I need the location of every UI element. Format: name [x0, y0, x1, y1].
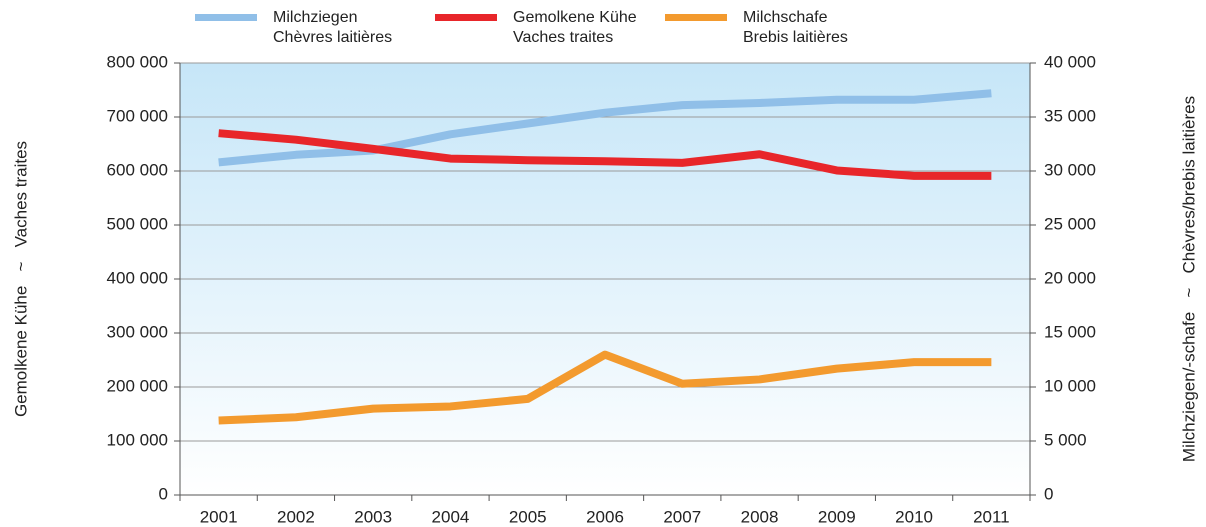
- y-axis-title: Gemolkene Kühe ~ Vaches traites: [11, 141, 30, 417]
- series-line: [218, 89, 992, 167]
- legend-label: Gemolkene Kühe Vaches traites: [513, 9, 637, 46]
- x-tick-label: 2008: [741, 507, 779, 526]
- x-tick-label: 2011: [973, 507, 1010, 526]
- y2-tick-label: 30 000: [1044, 160, 1096, 179]
- x-tick-label: 2004: [432, 507, 470, 526]
- x-tick-label: 2003: [354, 507, 392, 526]
- legend-item: Gemolkene Kühe Vaches traites: [435, 8, 637, 48]
- y-tick-label: 400 000: [107, 268, 168, 287]
- y-tick-label: 0: [159, 484, 168, 503]
- x-tick-label: 2009: [818, 507, 856, 526]
- legend-swatch: [435, 14, 497, 21]
- x-tick-label: 2001: [200, 507, 238, 526]
- x-tick-label: 2010: [895, 507, 933, 526]
- y2-tick-label: 5 000: [1044, 430, 1087, 449]
- y2-axis-title: Milchziegen/-schafe ~ Chèvres/brebis lai…: [1179, 96, 1198, 462]
- legend-label: Milchziegen Chèvres laitières: [273, 9, 393, 46]
- y-tick-label: 700 000: [107, 106, 168, 125]
- x-tick-label: 2006: [586, 507, 624, 526]
- x-tick-label: 2007: [663, 507, 701, 526]
- y2-tick-label: 10 000: [1044, 376, 1096, 395]
- y2-tick-label: 0: [1044, 484, 1053, 503]
- legend-swatch: [195, 14, 257, 21]
- legend-swatch: [665, 14, 727, 21]
- x-tick-label: 2005: [509, 507, 547, 526]
- y-tick-label: 300 000: [107, 322, 168, 341]
- y-tick-label: 600 000: [107, 160, 168, 179]
- y-tick-label: 100 000: [107, 430, 168, 449]
- y-tick-label: 500 000: [107, 214, 168, 233]
- y-tick-label: 800 000: [107, 52, 168, 71]
- legend-item: Milchschafe Brebis laitières: [665, 8, 848, 48]
- legend-label: Milchschafe Brebis laitières: [743, 9, 848, 46]
- y-tick-label: 200 000: [107, 376, 168, 395]
- y2-tick-label: 40 000: [1044, 52, 1096, 71]
- x-tick-label: 2002: [277, 507, 315, 526]
- y2-tick-label: 35 000: [1044, 106, 1096, 125]
- series-line: [218, 129, 992, 180]
- series-line: [218, 350, 992, 425]
- y2-tick-label: 15 000: [1044, 322, 1096, 341]
- legend-item: Milchziegen Chèvres laitières: [195, 8, 392, 48]
- y2-tick-label: 20 000: [1044, 268, 1096, 287]
- y2-tick-label: 25 000: [1044, 214, 1096, 233]
